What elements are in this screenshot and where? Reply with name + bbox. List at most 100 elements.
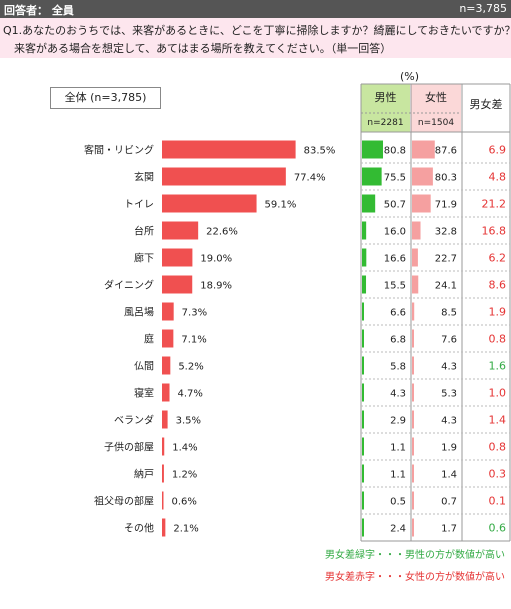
diff-value: 8.6: [489, 279, 507, 292]
female-bar: [412, 491, 414, 510]
female-bar: [412, 410, 414, 429]
total-bar: [162, 275, 193, 294]
male-bar: [362, 194, 376, 213]
female-header-cell: [411, 84, 461, 132]
total-value-label: 59.1%: [265, 200, 297, 211]
header-bar: 回答者： 全員 n=3,785: [0, 0, 511, 18]
total-value-label: 3.5%: [176, 416, 201, 427]
total-value-label: 77.4%: [294, 173, 326, 184]
male-bar: [362, 248, 367, 267]
female-bar: [412, 194, 431, 213]
total-value-label: 22.6%: [206, 227, 238, 238]
diff-value: 6.9: [489, 144, 507, 157]
total-value-label: 4.7%: [178, 389, 203, 400]
male-bar: [362, 302, 364, 321]
category-label: 廊下: [134, 252, 154, 265]
male-bar: [362, 167, 382, 186]
female-value: 8.5: [441, 308, 457, 319]
category-label: 風呂場: [124, 306, 154, 319]
female-bar: [412, 302, 415, 321]
male-bar: [362, 491, 364, 510]
male-bar: [362, 464, 364, 483]
category-label: 納戸: [134, 468, 154, 481]
diff-value: 0.8: [489, 333, 507, 346]
total-value-label: 7.1%: [181, 335, 206, 346]
male-value: 4.3: [390, 389, 406, 400]
female-bar: [412, 221, 421, 240]
total-value-label: 7.3%: [182, 308, 207, 319]
female-value: 4.3: [441, 416, 457, 427]
male-bar: [362, 518, 364, 537]
male-bar: [362, 356, 364, 375]
category-label: 庭: [144, 333, 154, 346]
female-value: 5.3: [441, 389, 457, 400]
male-value: 15.5: [384, 281, 406, 292]
female-header-label: 女性: [425, 90, 447, 104]
total-value-label: 5.2%: [178, 362, 203, 373]
male-value: 2.4: [390, 524, 406, 535]
total-bar: [162, 410, 168, 429]
category-label: 寝室: [134, 387, 154, 400]
female-value: 1.7: [441, 524, 457, 535]
diff-value: 0.1: [489, 495, 507, 508]
male-bar: [362, 329, 364, 348]
diff-value: 0.8: [489, 441, 507, 454]
female-value: 22.7: [435, 254, 457, 265]
total-value-label: 83.5%: [304, 146, 336, 157]
male-value: 50.7: [384, 200, 406, 211]
total-sample-label: 全体 (n=3,785): [50, 87, 161, 109]
category-label: ダイニング: [104, 279, 154, 292]
male-value: 2.9: [390, 416, 406, 427]
male-value: 5.8: [390, 362, 406, 373]
diff-value: 1.6: [489, 360, 507, 373]
total-bar: [162, 302, 174, 321]
male-value: 6.6: [390, 308, 406, 319]
total-bar: [162, 248, 193, 267]
female-bar: [412, 275, 419, 294]
female-value: 87.6: [435, 146, 457, 157]
male-value: 16.0: [384, 227, 406, 238]
female-bar: [412, 248, 418, 267]
diff-value: 1.9: [489, 306, 507, 319]
male-bar: [362, 221, 367, 240]
total-bar: [162, 356, 171, 375]
female-value: 71.9: [435, 200, 457, 211]
category-label: 客間・リビング: [84, 144, 154, 157]
total-value-label: 1.4%: [172, 443, 197, 454]
diff-value: 0.6: [489, 522, 507, 535]
male-value: 1.1: [390, 443, 406, 454]
category-label: 玄関: [134, 171, 154, 184]
male-value: 1.1: [390, 470, 406, 481]
female-bar: [412, 140, 435, 159]
male-bar: [362, 140, 384, 159]
category-label: 祖父母の部屋: [94, 495, 154, 508]
total-value-label: 19.0%: [200, 254, 232, 265]
diff-value: 16.8: [482, 225, 507, 238]
female-value: 24.1: [435, 281, 457, 292]
total-value-label: 0.6%: [172, 497, 197, 508]
female-value: 1.4: [441, 470, 457, 481]
diff-value: 1.4: [489, 414, 507, 427]
question-line-1: Q1.あなたのおうちでは、来客があるときに、どこを丁寧に掃除しますか？綺麗にして…: [3, 24, 511, 37]
female-bar: [412, 383, 414, 402]
diff-value: 21.2: [482, 198, 507, 211]
female-n-label: n=1504: [418, 118, 454, 128]
male-value: 80.8: [384, 146, 406, 157]
female-bar: [412, 167, 433, 186]
female-bar: [412, 437, 414, 456]
diff-value: 0.3: [489, 468, 507, 481]
female-bar: [412, 518, 414, 537]
female-bar: [412, 464, 414, 483]
total-value-label: 1.2%: [172, 470, 197, 481]
female-value: 1.9: [441, 443, 457, 454]
female-value: 0.7: [441, 497, 457, 508]
male-value: 6.8: [390, 335, 406, 346]
legend-green-note: 男女差緑字・・・男性の方が数値が高い: [325, 550, 505, 561]
sample-size-label: n=3,785: [459, 2, 507, 15]
total-bar: [162, 194, 257, 213]
male-bar: [362, 410, 364, 429]
female-value: 4.3: [441, 362, 457, 373]
percent-unit-label: (%): [400, 70, 420, 83]
question-box: Q1.あなたのおうちでは、来客があるときに、どこを丁寧に掃除しますか？綺麗にして…: [0, 18, 511, 58]
